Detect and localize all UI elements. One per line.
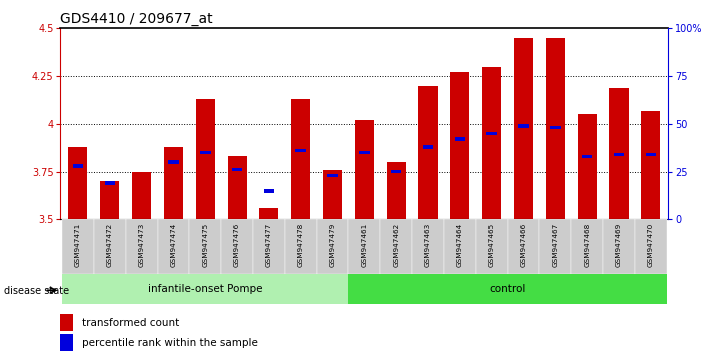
Bar — [292, 99, 310, 219]
Bar — [603, 219, 635, 274]
Bar — [253, 219, 285, 274]
Text: GSM947476: GSM947476 — [234, 223, 240, 267]
Bar — [164, 147, 183, 219]
Text: GSM947473: GSM947473 — [139, 223, 144, 267]
Bar — [158, 219, 189, 274]
Bar — [169, 160, 178, 164]
Bar — [60, 335, 73, 350]
Text: GSM947465: GSM947465 — [488, 223, 495, 267]
Bar — [577, 114, 597, 219]
Bar — [348, 274, 667, 304]
Text: GSM947469: GSM947469 — [616, 223, 622, 267]
Bar — [327, 174, 338, 177]
Bar — [614, 153, 624, 156]
Text: GSM947477: GSM947477 — [266, 223, 272, 267]
Bar — [196, 99, 215, 219]
Text: GSM947470: GSM947470 — [648, 223, 654, 267]
Bar — [316, 219, 348, 274]
Bar — [73, 164, 83, 168]
Text: infantile-onset Pompe: infantile-onset Pompe — [148, 284, 262, 295]
Bar — [200, 151, 210, 154]
Text: control: control — [489, 284, 526, 295]
Bar — [444, 219, 476, 274]
Bar — [359, 151, 370, 154]
Text: GSM947468: GSM947468 — [584, 223, 590, 267]
Bar — [285, 219, 316, 274]
Bar — [68, 147, 87, 219]
Bar — [132, 172, 151, 219]
Text: GSM947464: GSM947464 — [457, 223, 463, 267]
Text: GSM947478: GSM947478 — [298, 223, 304, 267]
Text: GSM947479: GSM947479 — [330, 223, 336, 267]
Bar — [60, 314, 73, 331]
Text: GSM947466: GSM947466 — [520, 223, 527, 267]
Text: GSM947463: GSM947463 — [425, 223, 431, 267]
Bar — [94, 219, 126, 274]
Text: GDS4410 / 209677_at: GDS4410 / 209677_at — [60, 12, 213, 26]
Bar — [550, 126, 560, 130]
Bar — [391, 170, 402, 173]
Bar — [540, 219, 571, 274]
Bar — [296, 149, 306, 152]
Bar — [387, 162, 406, 219]
Text: GSM947467: GSM947467 — [552, 223, 558, 267]
Text: GSM947475: GSM947475 — [202, 223, 208, 267]
Text: GSM947462: GSM947462 — [393, 223, 399, 267]
Text: GSM947474: GSM947474 — [171, 223, 176, 267]
Bar — [412, 219, 444, 274]
Bar — [228, 156, 247, 219]
Bar — [62, 274, 348, 304]
Bar — [355, 120, 374, 219]
Bar — [221, 219, 253, 274]
Bar — [486, 132, 497, 135]
Bar — [380, 219, 412, 274]
Bar — [323, 170, 342, 219]
Bar — [571, 219, 603, 274]
Bar — [641, 110, 661, 219]
Bar — [546, 38, 565, 219]
Text: percentile rank within the sample: percentile rank within the sample — [82, 337, 257, 348]
Bar — [582, 155, 592, 158]
Text: GSM947461: GSM947461 — [361, 223, 368, 267]
Bar — [423, 145, 433, 149]
Text: disease state: disease state — [4, 286, 69, 296]
Text: GSM947472: GSM947472 — [107, 223, 113, 267]
Bar — [454, 137, 465, 141]
Bar — [476, 219, 508, 274]
Bar — [264, 189, 274, 193]
Bar — [514, 38, 533, 219]
Bar — [518, 124, 529, 127]
Bar — [482, 67, 501, 219]
Bar — [189, 219, 221, 274]
Bar — [419, 86, 437, 219]
Bar — [646, 153, 656, 156]
Text: transformed count: transformed count — [82, 318, 179, 327]
Bar — [105, 182, 115, 185]
Bar — [635, 219, 667, 274]
Text: GSM947471: GSM947471 — [75, 223, 81, 267]
Bar — [260, 208, 279, 219]
Bar — [62, 219, 94, 274]
Bar — [508, 219, 540, 274]
Bar — [100, 181, 119, 219]
Bar — [450, 72, 469, 219]
Bar — [126, 219, 158, 274]
Bar — [232, 168, 242, 171]
Bar — [609, 87, 629, 219]
Bar — [348, 219, 380, 274]
